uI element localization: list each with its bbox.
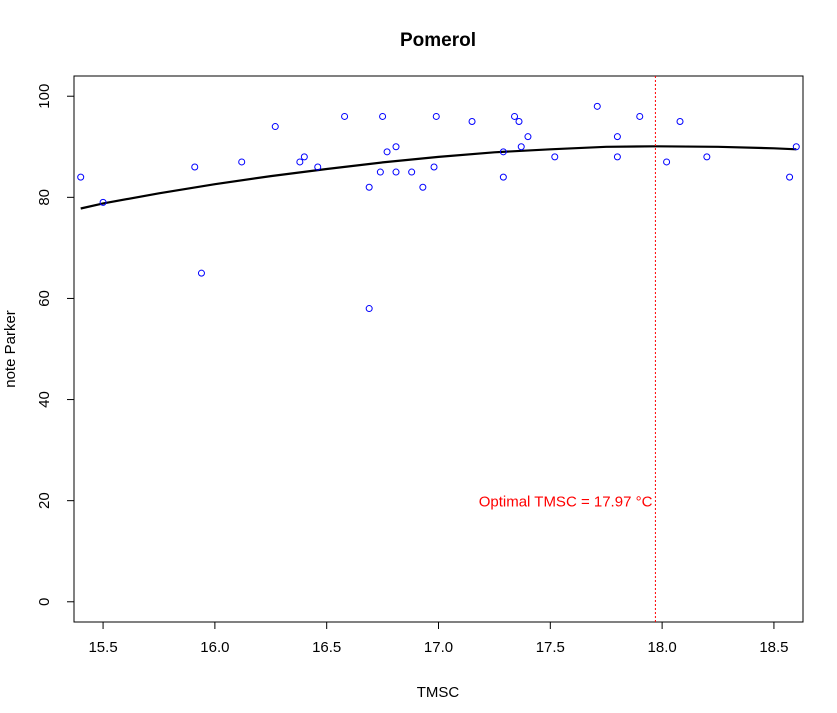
data-point: [636, 112, 644, 120]
data-point: [365, 305, 373, 313]
data-point: [77, 173, 85, 181]
data-point: [676, 118, 684, 125]
y-tick-label: 60: [36, 290, 53, 307]
data-point: [296, 158, 304, 166]
data-point: [468, 118, 476, 125]
data-point: [786, 173, 794, 181]
data-point: [703, 153, 711, 161]
data-point: [383, 148, 391, 156]
data-point: [99, 198, 107, 206]
data-point: [379, 112, 387, 120]
x-tick-label: 15.5: [88, 639, 117, 656]
data-point: [419, 183, 427, 191]
data-point: [663, 158, 671, 166]
data-point: [517, 143, 525, 151]
chart-title: Pomerol: [400, 30, 476, 51]
data-point: [392, 143, 400, 151]
data-point: [392, 168, 400, 176]
data-point: [499, 173, 507, 181]
y-axis-label: note Parker: [2, 310, 19, 388]
data-point: [191, 163, 199, 171]
data-point: [511, 112, 519, 120]
x-axis-label: TMSC: [417, 684, 460, 701]
x-tick-label: 17.0: [424, 639, 453, 656]
y-tick-label: 20: [36, 492, 53, 509]
data-points: [77, 102, 800, 313]
x-tick-label: 18.0: [648, 639, 677, 656]
data-point: [376, 168, 384, 176]
data-point: [238, 158, 246, 166]
data-point: [593, 102, 601, 110]
data-point: [499, 148, 507, 156]
y-tick-label: 100: [36, 84, 53, 109]
fit-curve-layer: [80, 145, 797, 210]
x-tick-label: 17.5: [536, 639, 565, 656]
data-point: [515, 118, 523, 125]
data-point: [341, 112, 349, 120]
y-axis: 0 20 40 60 80 100: [36, 84, 75, 606]
data-point: [524, 133, 532, 141]
data-point: [271, 123, 279, 131]
data-point: [197, 269, 205, 277]
data-point: [300, 153, 308, 161]
data-point: [408, 168, 416, 176]
data-point: [432, 112, 440, 120]
y-tick-label: 40: [36, 391, 53, 408]
fit-curve: [80, 145, 797, 210]
data-point: [430, 163, 438, 171]
optimum-annotation: Optimal TMSC = 17.97 °C: [479, 494, 653, 511]
x-axis: 15.5 16.0 16.5 17.0 17.5 18.0 18.5: [88, 621, 789, 656]
data-point: [613, 133, 621, 141]
y-tick-label: 80: [36, 189, 53, 206]
y-tick-label: 0: [36, 598, 53, 606]
x-tick-label: 16.5: [312, 639, 341, 656]
data-point: [551, 153, 559, 161]
data-point: [792, 143, 800, 151]
data-point: [314, 163, 322, 171]
x-tick-label: 18.5: [759, 639, 788, 656]
x-tick-label: 16.0: [200, 639, 229, 656]
data-point: [613, 153, 621, 161]
data-point: [365, 183, 373, 191]
